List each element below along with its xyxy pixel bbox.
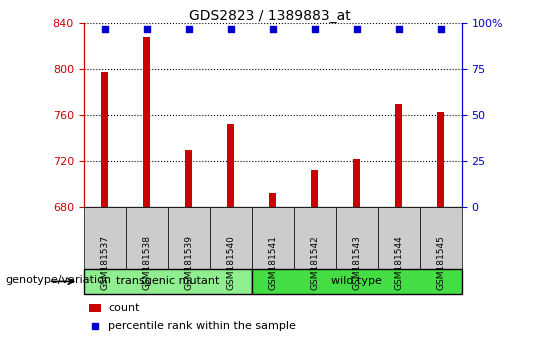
Bar (101, 73, 109, 207)
Text: GDS2823 / 1389883_at: GDS2823 / 1389883_at (189, 9, 351, 23)
Text: count: count (108, 303, 139, 313)
Point (310, 26, 319, 32)
Point (100, 26, 109, 32)
Text: genotype/variation: genotype/variation (5, 275, 111, 285)
Text: GSM181538: GSM181538 (142, 235, 151, 290)
Text: GSM181537: GSM181537 (100, 235, 109, 290)
Point (268, 26, 277, 32)
Bar (395, 104, 402, 207)
Text: percentile rank within the sample: percentile rank within the sample (108, 321, 296, 331)
Bar (227, 124, 234, 207)
Point (143, 26, 151, 32)
Point (353, 26, 361, 32)
Text: GSM181540: GSM181540 (226, 235, 235, 290)
Text: GSM181545: GSM181545 (436, 235, 445, 290)
Text: GSM181544: GSM181544 (394, 235, 403, 290)
Bar (185, 150, 192, 207)
Bar (353, 159, 361, 207)
Point (184, 26, 193, 32)
Bar (269, 193, 276, 207)
Bar (437, 112, 444, 207)
Text: GSM181541: GSM181541 (268, 235, 277, 290)
Bar (311, 170, 319, 207)
Text: wild type: wild type (331, 276, 382, 286)
Text: GSM181543: GSM181543 (352, 235, 361, 290)
Point (394, 26, 403, 32)
Text: GSM181539: GSM181539 (184, 235, 193, 290)
Point (436, 26, 445, 32)
Text: GSM181542: GSM181542 (310, 235, 319, 290)
Bar (143, 37, 151, 207)
Point (226, 26, 235, 32)
Text: transgenic mutant: transgenic mutant (116, 276, 219, 286)
